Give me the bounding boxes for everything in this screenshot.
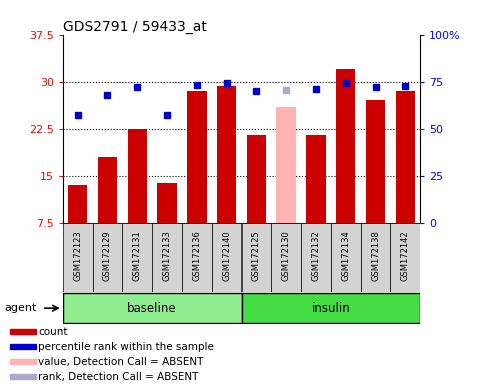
- Bar: [336, 69, 355, 223]
- Text: GSM172138: GSM172138: [371, 230, 380, 281]
- Bar: [10, 344, 36, 349]
- Text: GSM172136: GSM172136: [192, 230, 201, 281]
- Bar: [98, 157, 117, 223]
- Bar: [68, 185, 87, 223]
- Bar: [10, 329, 36, 334]
- Text: GDS2791 / 59433_at: GDS2791 / 59433_at: [63, 20, 207, 33]
- Text: agent: agent: [5, 303, 37, 313]
- Text: GSM172133: GSM172133: [163, 230, 171, 281]
- Bar: [366, 101, 385, 223]
- Bar: [63, 223, 93, 292]
- Bar: [242, 223, 271, 292]
- Bar: [301, 223, 331, 292]
- Bar: [93, 223, 122, 292]
- Bar: [217, 86, 236, 223]
- Bar: [152, 223, 182, 292]
- Bar: [361, 223, 390, 292]
- Bar: [276, 107, 296, 223]
- Bar: [63, 293, 242, 323]
- Text: GSM172142: GSM172142: [401, 230, 410, 281]
- Text: insulin: insulin: [312, 302, 350, 314]
- Bar: [187, 91, 207, 223]
- Text: count: count: [38, 327, 68, 337]
- Bar: [10, 359, 36, 364]
- Text: baseline: baseline: [128, 302, 177, 314]
- Text: value, Detection Call = ABSENT: value, Detection Call = ABSENT: [38, 357, 203, 367]
- Bar: [242, 293, 420, 323]
- Bar: [157, 183, 177, 223]
- Text: GSM172123: GSM172123: [73, 230, 82, 281]
- Bar: [128, 129, 147, 223]
- Bar: [122, 223, 152, 292]
- Bar: [306, 135, 326, 223]
- Text: GSM172125: GSM172125: [252, 230, 261, 281]
- Text: GSM172129: GSM172129: [103, 230, 112, 281]
- Text: rank, Detection Call = ABSENT: rank, Detection Call = ABSENT: [38, 372, 199, 382]
- Bar: [212, 223, 242, 292]
- Text: GSM172134: GSM172134: [341, 230, 350, 281]
- Text: GSM172130: GSM172130: [282, 230, 291, 281]
- Bar: [396, 91, 415, 223]
- Bar: [247, 135, 266, 223]
- Bar: [10, 374, 36, 379]
- Text: GSM172131: GSM172131: [133, 230, 142, 281]
- Text: GSM172140: GSM172140: [222, 230, 231, 281]
- Bar: [331, 223, 361, 292]
- Bar: [390, 223, 420, 292]
- Bar: [182, 223, 212, 292]
- Text: GSM172132: GSM172132: [312, 230, 320, 281]
- Text: percentile rank within the sample: percentile rank within the sample: [38, 342, 214, 352]
- Bar: [271, 223, 301, 292]
